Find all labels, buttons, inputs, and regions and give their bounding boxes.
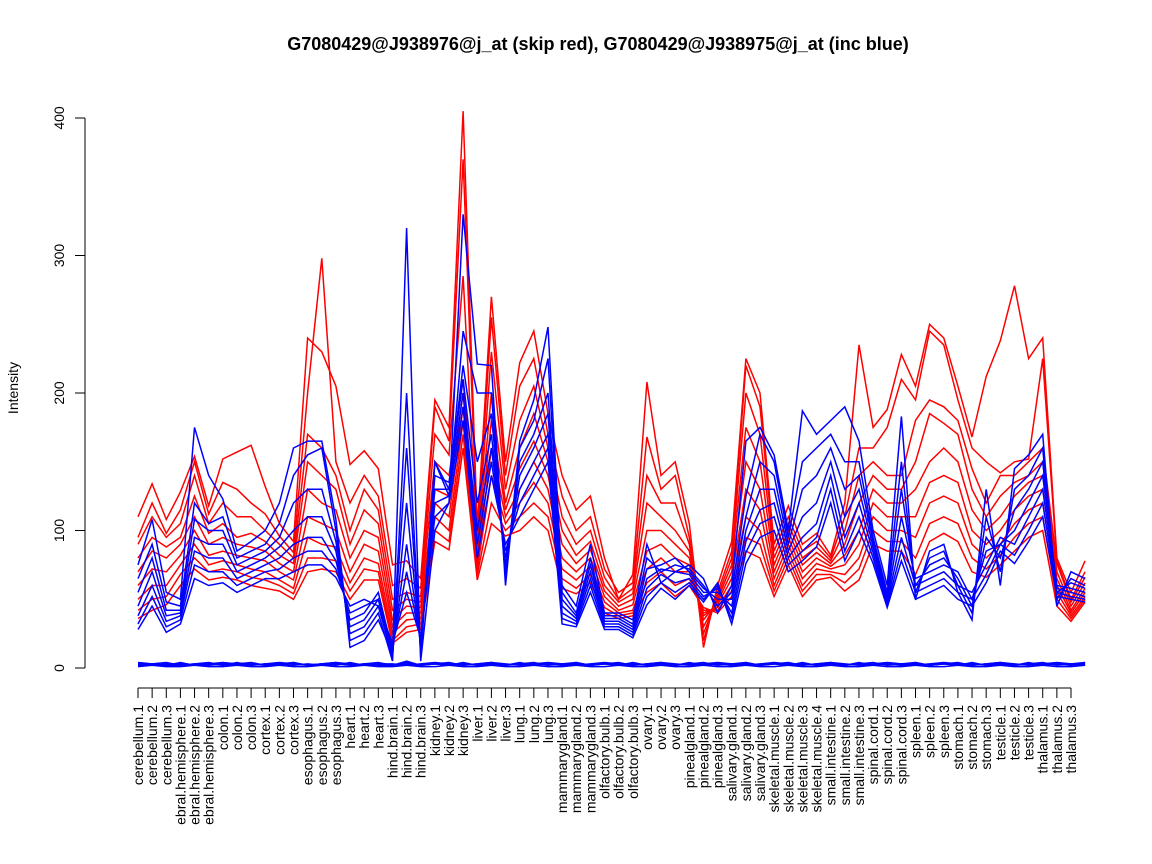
x-tick-label-stomach-1: stomach.1 bbox=[950, 705, 966, 770]
x-tick-label-colon-1: colon.1 bbox=[215, 705, 231, 750]
x-tick-label-skeletal-muscle-1: skeletal.muscle.1 bbox=[766, 705, 782, 813]
x-tick-label-cerebellum-3: cerebellum.3 bbox=[158, 705, 174, 785]
series-line-skip-4 bbox=[137, 379, 1086, 630]
x-tick-label-cerebellum-2: cerebellum.2 bbox=[144, 705, 160, 785]
series-line-inc-3 bbox=[137, 365, 1086, 658]
series-line-skip-2 bbox=[137, 159, 1086, 641]
x-tick-label-heart-2: heart.2 bbox=[356, 705, 372, 749]
x-tick-label-hind-brain-1: hind.brain.1 bbox=[385, 705, 401, 778]
x-tick-label-skeletal-muscle-4: skeletal.muscle.4 bbox=[809, 705, 825, 813]
x-tick-label-spleen-3: spleen.3 bbox=[936, 705, 952, 758]
x-tick-label-ovary-2: ovary.2 bbox=[653, 705, 669, 750]
series-layer bbox=[137, 111, 1086, 668]
x-tick-label-kidney-1: kidney.1 bbox=[427, 705, 443, 756]
series-line-skip-7 bbox=[137, 420, 1086, 636]
x-tick-label-heart-1: heart.1 bbox=[342, 705, 358, 749]
x-tick-label-testicle-1: testicle.1 bbox=[992, 705, 1008, 760]
x-tick-label-kidney-2: kidney.2 bbox=[441, 705, 457, 756]
x-tick-label-liver-3: liver.3 bbox=[498, 705, 514, 742]
x-tick-label-stomach-3: stomach.3 bbox=[978, 705, 994, 770]
x-tick-label-skeletal-muscle-3: skeletal.muscle.3 bbox=[794, 705, 810, 813]
x-tick-label-mammarygland-2: mammarygland.2 bbox=[568, 705, 584, 813]
x-tick-label-hind-brain-3: hind.brain.3 bbox=[413, 705, 429, 778]
series-line-inc-2 bbox=[137, 330, 1086, 662]
y-tick-label-0: 0 bbox=[51, 664, 67, 672]
x-tick-label-stomach-2: stomach.2 bbox=[964, 705, 980, 770]
x-tick-label-small-intestine-2: small.intestine.2 bbox=[837, 705, 853, 806]
x-tick-label-cerebral-hemisphere-2: ebral.hemisphere.2 bbox=[187, 705, 203, 825]
x-tick-label-liver-1: liver.1 bbox=[469, 705, 485, 742]
x-tick-label-spleen-2: spleen.2 bbox=[922, 705, 938, 758]
series-line-skip-6 bbox=[137, 406, 1086, 629]
x-tick-label-olfactory-bulb-3: olfactory.bulb.3 bbox=[625, 705, 641, 799]
x-tick-label-lung-2: lung.2 bbox=[526, 705, 542, 743]
x-tick-label-small-intestine-1: small.intestine.1 bbox=[823, 705, 839, 806]
x-tick-label-heart-3: heart.3 bbox=[370, 705, 386, 749]
series-line-inc-7 bbox=[137, 420, 1086, 646]
x-tick-label-colon-2: colon.2 bbox=[229, 705, 245, 750]
series-line-inc-12 bbox=[137, 661, 1086, 667]
x-tick-label-salivary-gland-3: salivary.gland.3 bbox=[752, 705, 768, 801]
x-tick-label-liver-2: liver.2 bbox=[483, 705, 499, 742]
x-tick-label-esophagus-2: esophagus.2 bbox=[314, 705, 330, 785]
x-tick-label-small-intestine-3: small.intestine.3 bbox=[851, 705, 867, 806]
x-tick-label-mammarygland-3: mammarygland.3 bbox=[582, 705, 598, 813]
x-tick-label-spinal-cord-1: spinal.cord.1 bbox=[865, 705, 881, 785]
x-tick-label-pinealgland-3: pinealgland.3 bbox=[710, 705, 726, 789]
x-tick-label-olfactory-bulb-2: olfactory.bulb.2 bbox=[611, 705, 627, 799]
series-line-inc-1 bbox=[137, 214, 1086, 662]
x-tick-label-ovary-3: ovary.3 bbox=[667, 705, 683, 750]
x-tick-label-thalamus-2: thalamus.2 bbox=[1049, 705, 1065, 774]
x-tick-label-mammarygland-1: mammarygland.1 bbox=[554, 705, 570, 813]
series-line-inc-11 bbox=[137, 664, 1086, 668]
x-tick-label-testicle-2: testicle.2 bbox=[1007, 705, 1023, 760]
x-tick-label-testicle-3: testicle.3 bbox=[1021, 705, 1037, 760]
series-line-inc-5 bbox=[137, 392, 1086, 652]
chart-title: G7080429@J938976@j_at (skip red), G70804… bbox=[287, 34, 909, 54]
x-tick-label-ovary-1: ovary.1 bbox=[639, 705, 655, 750]
x-tick-label-cerebral-hemisphere-1: ebral.hemisphere.1 bbox=[172, 705, 188, 825]
x-tick-label-pinealgland-2: pinealgland.2 bbox=[696, 705, 712, 789]
y-tick-label-100: 100 bbox=[51, 519, 67, 543]
x-tick-label-kidney-3: kidney.3 bbox=[455, 705, 471, 756]
x-tick-label-esophagus-3: esophagus.3 bbox=[328, 705, 344, 785]
x-tick-label-lung-1: lung.1 bbox=[512, 705, 528, 743]
x-tick-label-thalamus-3: thalamus.3 bbox=[1063, 705, 1079, 774]
y-tick-label-200: 200 bbox=[51, 381, 67, 405]
axes-layer: 0 100 200 300 400 cerebellum.1cerebellum.2cer… bbox=[51, 106, 1079, 825]
y-axis-label: Intensity bbox=[5, 362, 21, 414]
x-tick-label-skeletal-muscle-2: skeletal.muscle.2 bbox=[780, 705, 796, 813]
series-line-skip-1 bbox=[137, 111, 1086, 648]
x-tick-label-colon-3: colon.3 bbox=[243, 705, 259, 750]
x-tick-label-lung-3: lung.3 bbox=[540, 705, 556, 743]
x-tick-label-salivary-gland-2: salivary.gland.2 bbox=[738, 705, 754, 801]
x-tick-label-cortex-1: cortex.1 bbox=[257, 705, 273, 755]
series-line-skip-8 bbox=[137, 434, 1086, 642]
series-line-skip-5 bbox=[137, 392, 1086, 622]
x-tick-label-esophagus-1: esophagus.1 bbox=[300, 705, 316, 785]
x-tick-label-salivary-gland-1: salivary.gland.1 bbox=[724, 705, 740, 801]
x-tick-label-spinal-cord-2: spinal.cord.2 bbox=[879, 705, 895, 785]
x-tick-label-spleen-1: spleen.1 bbox=[908, 705, 924, 758]
x-tick-label-cerebral-hemisphere-3: ebral.hemisphere.3 bbox=[201, 705, 217, 825]
series-line-skip-3 bbox=[137, 276, 1086, 637]
x-tick-label-cortex-3: cortex.3 bbox=[286, 705, 302, 755]
x-tick-label-cortex-2: cortex.2 bbox=[271, 705, 287, 755]
series-line-inc-6 bbox=[137, 406, 1086, 648]
x-tick-label-olfactory-bulb-1: olfactory.bulb.1 bbox=[597, 705, 613, 799]
x-tick-label-cerebellum-1: cerebellum.1 bbox=[130, 705, 146, 785]
series-line-inc-4 bbox=[137, 379, 1086, 655]
x-tick-label-hind-brain-2: hind.brain.2 bbox=[399, 705, 415, 778]
y-tick-label-400: 400 bbox=[51, 106, 67, 130]
x-tick-label-spinal-cord-3: spinal.cord.3 bbox=[893, 705, 909, 785]
x-tick-label-pinealgland-1: pinealgland.1 bbox=[681, 705, 697, 789]
y-tick-label-300: 300 bbox=[51, 244, 67, 268]
x-tick-label-thalamus-1: thalamus.1 bbox=[1035, 705, 1051, 774]
